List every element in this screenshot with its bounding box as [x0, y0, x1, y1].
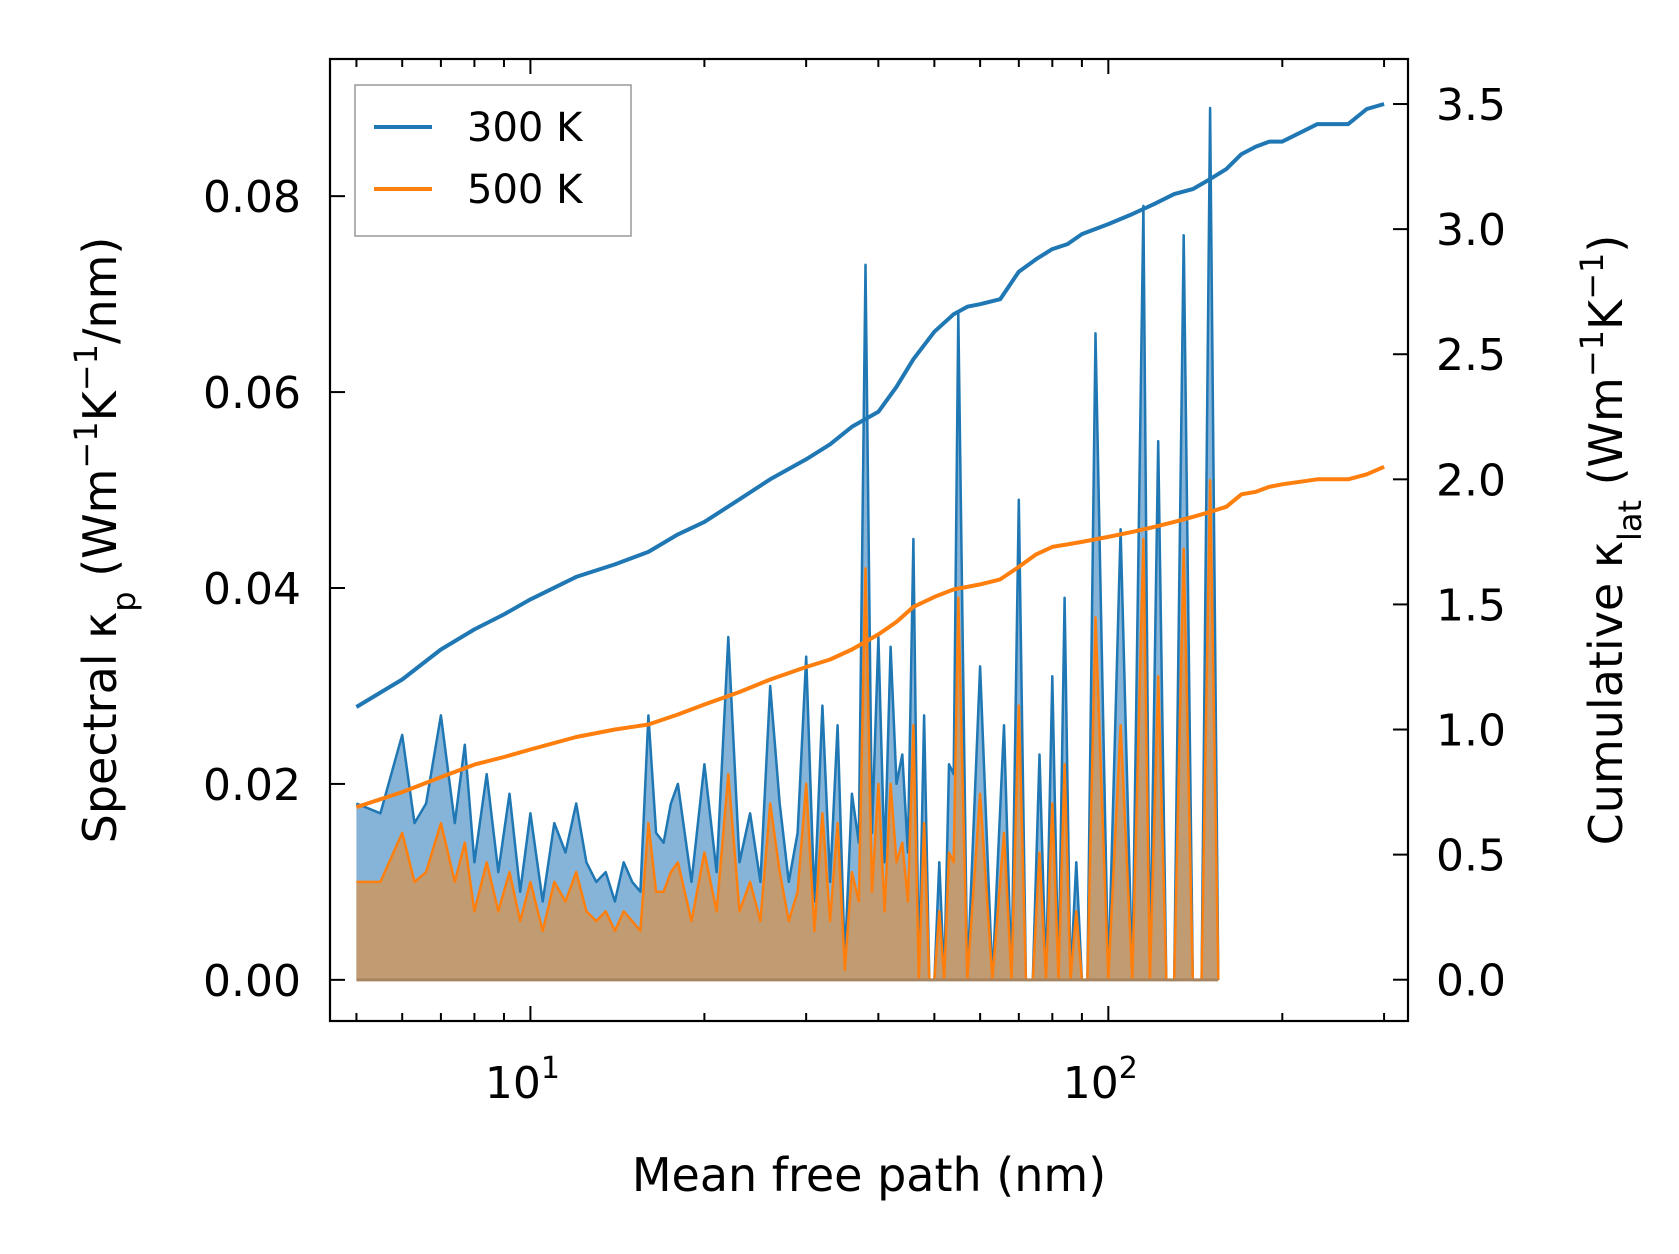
axes-frame — [328, 57, 1410, 1023]
axis-label-part: ) — [1579, 235, 1633, 253]
y-left-tick-label: 0.04 — [203, 564, 301, 615]
axis-label-part: (Wm — [1579, 377, 1633, 500]
cumulative-500K-line — [355, 464, 1385, 810]
axis-label-part: p — [105, 591, 143, 611]
legend: 300 K 500 K — [354, 84, 632, 237]
y-right-tick-label: 0.0 — [1436, 956, 1506, 1007]
y-right-tick-label: 2.5 — [1436, 330, 1506, 381]
axis-label-part: (Wm — [73, 469, 127, 592]
legend-label: 500 K — [467, 167, 584, 213]
legend-label: 300 K — [467, 105, 584, 151]
axis-label-part: /nm) — [73, 237, 127, 344]
axis-label-part: −1 — [1573, 253, 1611, 300]
tick-marks — [330, 59, 1408, 1021]
legend-box — [354, 84, 632, 237]
axis-label-part: K — [1579, 298, 1633, 330]
y-axis-label-left: Spectral κp (Wm−1K−1/nm) — [67, 237, 143, 844]
tick-labels: 101 1020.000.020.040.060.080.00.51.01.52.… — [203, 80, 1506, 1109]
axis-label-part: −1 — [67, 344, 105, 391]
axis-label-part: lat — [1611, 500, 1649, 541]
y-right-tick-label: 3.5 — [1436, 80, 1506, 131]
plot-area — [355, 102, 1385, 982]
spectral-500K-line — [356, 478, 1220, 982]
axis-label-part: K — [73, 389, 127, 421]
axis-label-part: −1 — [1573, 330, 1611, 377]
axis-label-part: Spectral κ — [73, 612, 127, 844]
x-axis-label: Mean free path (nm) — [632, 1148, 1106, 1202]
axis-label-part: −1 — [67, 421, 105, 468]
axis-label-part: Cumulative κ — [1579, 541, 1633, 845]
cumulative-300K-line — [355, 102, 1385, 709]
y-axis-label-right: Cumulative κlat (Wm−1K−1) — [1573, 235, 1649, 846]
y-left-tick-label: 0.02 — [203, 760, 301, 811]
y-right-tick-label: 3.0 — [1436, 205, 1506, 256]
y-right-tick-label: 0.5 — [1436, 831, 1506, 882]
y-right-tick-label: 1.5 — [1436, 580, 1506, 631]
y-right-tick-label: 1.0 — [1436, 706, 1506, 757]
spectral-300K-line — [355, 106, 1220, 982]
x-tick-label-exponent: 2 — [1119, 1051, 1138, 1086]
y-left-tick-label: 0.00 — [203, 956, 301, 1007]
y-left-tick-label: 0.06 — [203, 368, 301, 419]
x-tick-label-exponent: 1 — [541, 1051, 560, 1086]
y-right-tick-label: 2.0 — [1436, 455, 1506, 506]
y-left-tick-label: 0.08 — [203, 172, 301, 223]
